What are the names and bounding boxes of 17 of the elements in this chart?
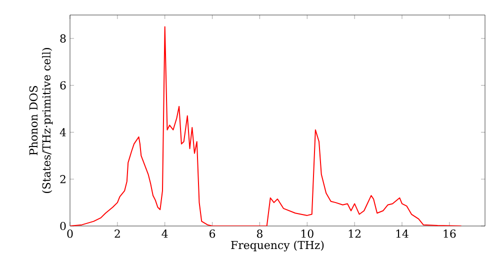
x-axis-title: Frequency (THz) (231, 240, 324, 252)
x-tick-label: 16 (444, 230, 456, 238)
y-tick-label: 8 (60, 34, 66, 43)
line-series (70, 26, 462, 226)
x-tick-label: 14 (396, 230, 408, 238)
x-tick-label: 0 (67, 230, 73, 238)
y-axis-title: Phonon DOS (States/THz·primitive cell) (29, 48, 53, 193)
y-tick-label: 4 (60, 128, 66, 136)
y-tick-label: 0 (60, 222, 66, 230)
x-tick-label: 6 (210, 230, 216, 238)
y-tick-label: 2 (60, 175, 66, 184)
x-tick-label: 10 (302, 230, 314, 238)
x-tick-label: 8 (256, 230, 262, 238)
x-tick-label: 2 (114, 230, 120, 238)
x-tick-label: 12 (348, 230, 360, 238)
x-tick-label: 4 (162, 230, 168, 238)
y-tick-label: 6 (60, 81, 66, 90)
